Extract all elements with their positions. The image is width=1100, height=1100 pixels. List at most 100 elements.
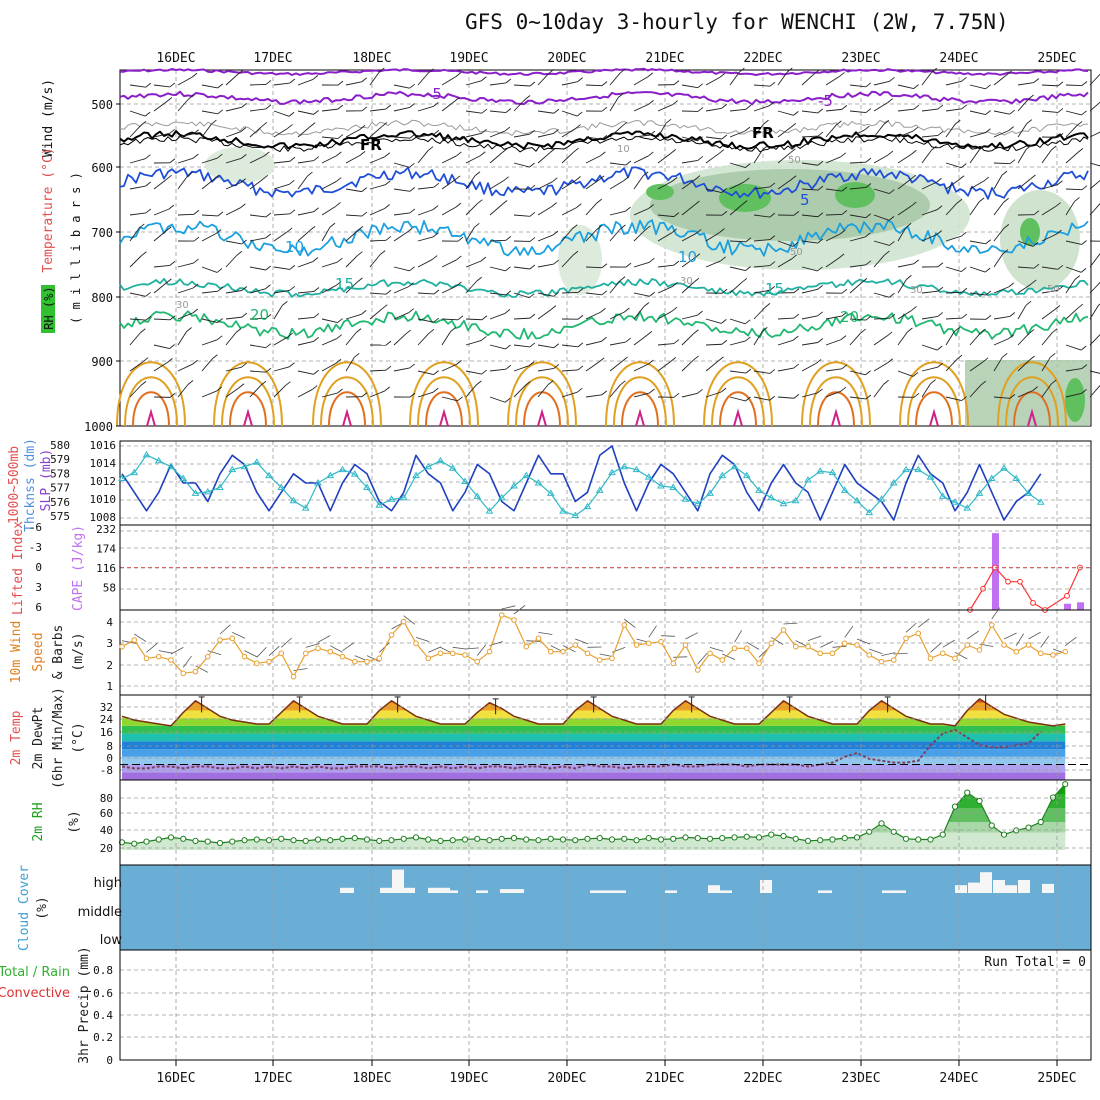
wind-barb-flag [553, 259, 560, 265]
wind-barb [297, 230, 311, 242]
wind-barb [513, 317, 531, 320]
wind-barb [729, 162, 746, 169]
wind-barb-flag [1030, 279, 1037, 285]
cloud-level-label: high [94, 876, 122, 891]
wind-barb-flag [624, 307, 630, 313]
cloud-bar-high [428, 887, 450, 893]
cloud-bar-high [955, 885, 967, 893]
wind-barb [369, 369, 387, 372]
wind-barb-flag [906, 275, 912, 280]
temp-contour-25 [320, 376, 374, 427]
temp-contour-25 [907, 376, 961, 427]
cloud-bar-high [403, 887, 415, 893]
wind-barb-flag [289, 362, 295, 368]
wind-barb [225, 182, 241, 190]
wind-barb [1041, 383, 1052, 398]
wind-barb [849, 187, 866, 190]
wind-barb-flag [620, 380, 626, 386]
wind-barb [201, 358, 213, 372]
wind-barb [705, 391, 722, 398]
rh-point [743, 833, 750, 840]
wind-point [192, 668, 199, 675]
rh-point [976, 797, 983, 805]
wind-barb [297, 78, 314, 86]
wind-barb [585, 340, 602, 346]
wind-barb [1089, 73, 1100, 86]
wind-barb [297, 126, 311, 138]
wind-point [1062, 648, 1069, 655]
wind-barb-flag [241, 102, 247, 108]
axis-label-temperature: Temperature (°C) [41, 147, 56, 272]
rh-point [608, 836, 616, 843]
wind-barb-flag [282, 300, 288, 306]
temp-contour-35 [929, 408, 939, 427]
dewpoint-line [121, 728, 1042, 770]
wind-barb [1041, 149, 1052, 164]
wind-barb [1041, 184, 1058, 190]
wind-barb-flag [643, 302, 650, 307]
wind-barb [1089, 253, 1100, 268]
cloud-bar-high [392, 869, 404, 893]
wind-barb [249, 108, 266, 112]
wind-point [364, 658, 370, 665]
wind-barb [585, 311, 601, 320]
wind-barb-flag [673, 260, 680, 266]
wind-barb [273, 266, 290, 270]
wind-barb [345, 81, 362, 86]
thickness-marker [963, 504, 972, 511]
wind-barb-flag [982, 357, 989, 363]
wind-barb-flag [577, 288, 584, 293]
wind-barb [825, 233, 841, 242]
date-label-bottom: 16DEC [156, 1071, 195, 1086]
wind-point [682, 642, 689, 648]
wind-barb [321, 108, 338, 112]
rh-point [388, 837, 395, 844]
wind-barb-flag [719, 72, 726, 78]
wind-barb [465, 132, 482, 138]
wind-barb [1065, 125, 1078, 138]
wind-barb [369, 390, 385, 398]
wind-barb [321, 261, 338, 268]
thickness-tick: 578 [50, 467, 70, 480]
wind-barb [801, 288, 818, 294]
rh-point [523, 836, 530, 843]
wind-barb-flag [476, 380, 482, 386]
wind-barb-10m [942, 639, 955, 648]
wind-barb [897, 263, 914, 268]
wind-barb [321, 338, 337, 346]
wind-barb [681, 281, 695, 294]
wind-barb-10m [1003, 632, 1017, 640]
wind-barb-flag [665, 118, 672, 124]
wind-barb-flag [551, 202, 557, 207]
rh-point [559, 836, 567, 843]
li-point [1064, 592, 1070, 599]
wind-barb-flag [721, 103, 728, 109]
wind-barb-10m [366, 655, 380, 662]
rh-point [192, 837, 199, 845]
wind-barb [129, 227, 140, 242]
wind-point [584, 650, 591, 657]
rh-point [890, 828, 897, 835]
wind-barb [897, 310, 912, 320]
thickness-marker [240, 462, 249, 470]
rh-shade [1065, 378, 1085, 422]
rh-point [204, 838, 211, 845]
li-tick: 3 [35, 581, 42, 594]
wind-barb-flag [958, 175, 965, 181]
temp-contour-25 [409, 361, 479, 427]
thickness-marker [779, 499, 788, 507]
wind-barb-flag [741, 200, 748, 205]
wind-barb-flag [553, 108, 560, 114]
wind-barb-flag [648, 100, 654, 105]
rh-point [621, 835, 628, 842]
wind-barb-flag [1008, 334, 1014, 339]
wind-barb [705, 232, 720, 242]
wind-barb [201, 123, 212, 138]
wind-barb-flag [409, 186, 416, 192]
wind-barb-flag [361, 211, 368, 217]
wind-point [890, 657, 897, 663]
wind-barb [657, 310, 673, 320]
wind-barb-flag [211, 119, 217, 125]
wind-barb-flag [385, 180, 391, 186]
wind-barb-flag [1081, 240, 1087, 245]
